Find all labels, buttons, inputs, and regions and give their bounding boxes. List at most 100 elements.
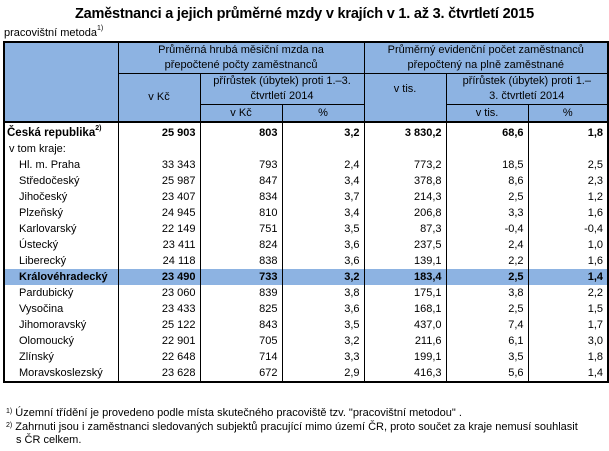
cell: 843 [199,317,283,333]
table-row: Středočeský 25 987 847 3,4 378,8 8,6 2,3 [3,173,609,189]
method-subtitle: pracovištní metoda1) [4,25,104,39]
empty-cell [363,141,447,157]
cell: 3,4 [281,173,365,189]
table-row: Zlínský 22 648 714 3,3 199,1 3,5 1,8 [3,349,609,365]
cell: 824 [199,237,283,253]
cell: 23 490 [117,269,201,285]
cell: 3,5 [445,349,529,365]
cell: 175,1 [363,285,447,301]
header-sub-pct2: % [527,104,609,123]
cell: 3,7 [281,189,365,205]
empty-cell [281,141,365,157]
cell: 834 [199,189,283,205]
cell: 68,6 [445,121,529,141]
cell: 24 945 [117,205,201,221]
cell: 2,5 [445,301,529,317]
cell: 3,6 [281,237,365,253]
table-row: Královéhradecký 23 490 733 3,2 183,4 2,5 1,4 [3,269,609,285]
cell: 23 628 [117,365,201,382]
header-sub-v-tis: v tis. [445,104,529,123]
wages-table: Průměrná hrubá měsiční mzda na přepočten… [3,41,609,383]
cell: 183,4 [363,269,447,285]
cell: 23 407 [117,189,201,205]
cell: 2,4 [445,237,529,253]
cell: 22 648 [117,349,201,365]
cell: 1,6 [527,205,609,221]
region-name: Jihomoravský [3,317,119,333]
cell: 825 [199,301,283,317]
table-row: Vysočina 23 433 825 3,6 168,1 2,5 1,5 [3,301,609,317]
cell: 5,6 [445,365,529,382]
cell: 3,3 [445,205,529,221]
cell: 672 [199,365,283,382]
table-row: Moravskoslezský 23 628 672 2,9 416,3 5,6 1,4 [3,365,609,382]
cell: 416,3 [363,365,447,382]
cell: 839 [199,285,283,301]
cell: 22 149 [117,221,201,237]
cell: 437,0 [363,317,447,333]
cell: 3,6 [281,301,365,317]
cell: 773,2 [363,157,447,173]
cell: 2,5 [445,189,529,205]
region-name: Jihočeský [3,189,119,205]
region-name: Liberecký [3,253,119,269]
cell: 3,0 [527,333,609,349]
region-name: Královéhradecký [3,269,119,285]
cell: 3,8 [445,285,529,301]
cell: 3 830,2 [363,121,447,141]
cell: 3,6 [281,253,365,269]
cell: 2,5 [527,157,609,173]
cell: 23 433 [117,301,201,317]
region-name: Zlínský [3,349,119,365]
footnote-2: 2) Zahrnuti jsou i zaměstnanci sledovaný… [6,421,586,447]
cell: 1,8 [527,121,609,141]
cell: 237,5 [363,237,447,253]
cell: 3,8 [281,285,365,301]
cell: 1,4 [527,269,609,285]
page-title: Zaměstnanci a jejich průměrné mzdy v kra… [74,6,535,22]
footnote-ref: 2) [95,125,102,132]
footnote-1: 1) Územní třídění je provedeno podle mís… [6,407,596,420]
footnote-mark: 2) [6,422,13,429]
cell: 1,2 [527,189,609,205]
header-empty [3,41,119,123]
cell: 714 [199,349,283,365]
cell: 751 [199,221,283,237]
table-row-breakdown-label: v tom kraje: [3,141,609,157]
row-name: Česká republika2) [3,121,119,141]
cell: 803 [199,121,283,141]
cell: 2,4 [281,157,365,173]
cell: 7,4 [445,317,529,333]
cell: 810 [199,205,283,221]
cell: 2,2 [445,253,529,269]
cell: 211,6 [363,333,447,349]
cell: 3,5 [281,317,365,333]
table-row: Ústecký 23 411 824 3,6 237,5 2,4 1,0 [3,237,609,253]
cell: 3,5 [281,221,365,237]
empty-cell [117,141,201,157]
footnote-mark: 1) [6,408,13,415]
cell: 378,8 [363,173,447,189]
region-name: Moravskoslezský [3,365,119,382]
table-row: Hl. m. Praha 33 343 793 2,4 773,2 18,5 2,5 [3,157,609,173]
footnote-ref: 1) [96,25,104,32]
table-row: Karlovarský 22 149 751 3,5 87,3 -0,4 -0,4 [3,221,609,237]
region-name: Karlovarský [3,221,119,237]
footnote-text: Zahrnuti jsou i zaměstnanci sledovaných … [15,421,578,446]
cell: 2,2 [527,285,609,301]
footnote-text: Územní třídění je provedeno podle místa … [15,407,462,419]
cell: 3,4 [281,205,365,221]
cell: 22 901 [117,333,201,349]
cell: 1,8 [527,349,609,365]
cell: -0,4 [527,221,609,237]
empty-cell [445,141,529,157]
empty-cell [199,141,283,157]
cell: 838 [199,253,283,269]
cell: 87,3 [363,221,447,237]
header-sub-v-kc: v Kč [199,104,283,123]
cell: 25 987 [117,173,201,189]
cell: 3,2 [281,333,365,349]
cell: 1,0 [527,237,609,253]
header-wage-increase: přírůstek (úbytek) proti 1.–3. čtvrtletí… [199,73,365,105]
cell: 2,5 [445,269,529,285]
